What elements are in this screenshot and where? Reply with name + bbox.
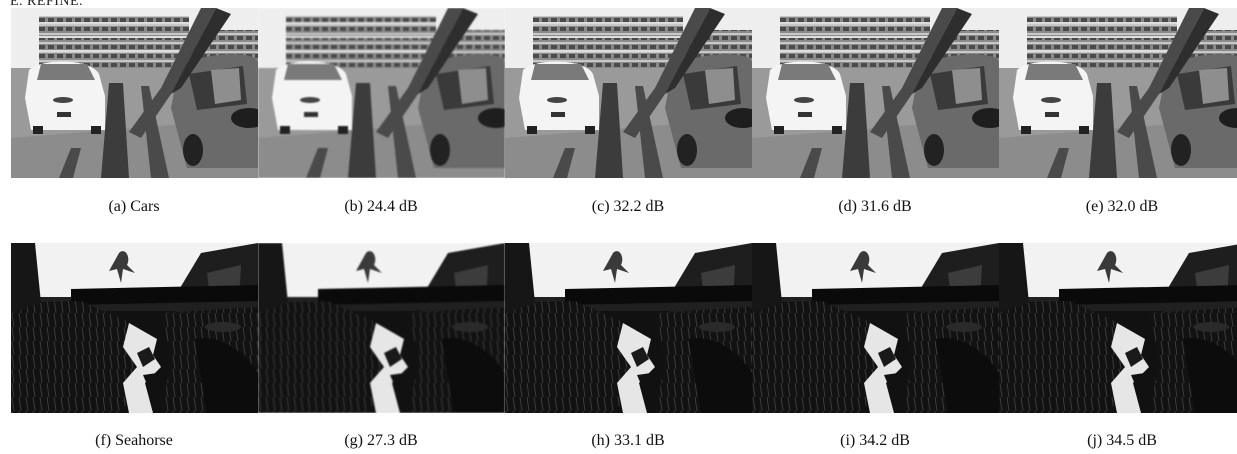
image-panel-d [752, 8, 999, 178]
image-panel-g [258, 243, 505, 413]
image-panel-a [11, 8, 258, 178]
cropped-header-text: E. REFINE. [10, 0, 84, 9]
caption-row-1: (a) Cars (b) 24.4 dB (c) 32.2 dB (d) 31.… [0, 198, 1237, 220]
caption-e: (e) 32.0 dB [1085, 198, 1159, 215]
caption-g: (g) 27.3 dB [344, 432, 418, 449]
image-panel-h [505, 243, 752, 413]
caption-j: (j) 34.5 dB [1087, 432, 1157, 449]
caption-d: (d) 31.6 dB [838, 198, 912, 215]
caption-h: (h) 33.1 dB [591, 432, 665, 449]
figure-row-seahorse [11, 243, 1237, 413]
image-panel-e [999, 8, 1237, 178]
image-panel-i [752, 243, 999, 413]
image-panel-f [11, 243, 258, 413]
caption-b: (b) 24.4 dB [344, 198, 418, 215]
figure-row-cars [11, 8, 1237, 178]
image-panel-b [258, 8, 505, 178]
image-panel-j [999, 243, 1237, 413]
image-panel-c [505, 8, 752, 178]
caption-c: (c) 32.2 dB [591, 198, 665, 215]
caption-f: (f) Seahorse [95, 432, 173, 449]
caption-i: (i) 34.2 dB [840, 432, 910, 449]
caption-a: (a) Cars [108, 198, 160, 215]
caption-row-2: (f) Seahorse (g) 27.3 dB (h) 33.1 dB (i)… [0, 432, 1237, 454]
